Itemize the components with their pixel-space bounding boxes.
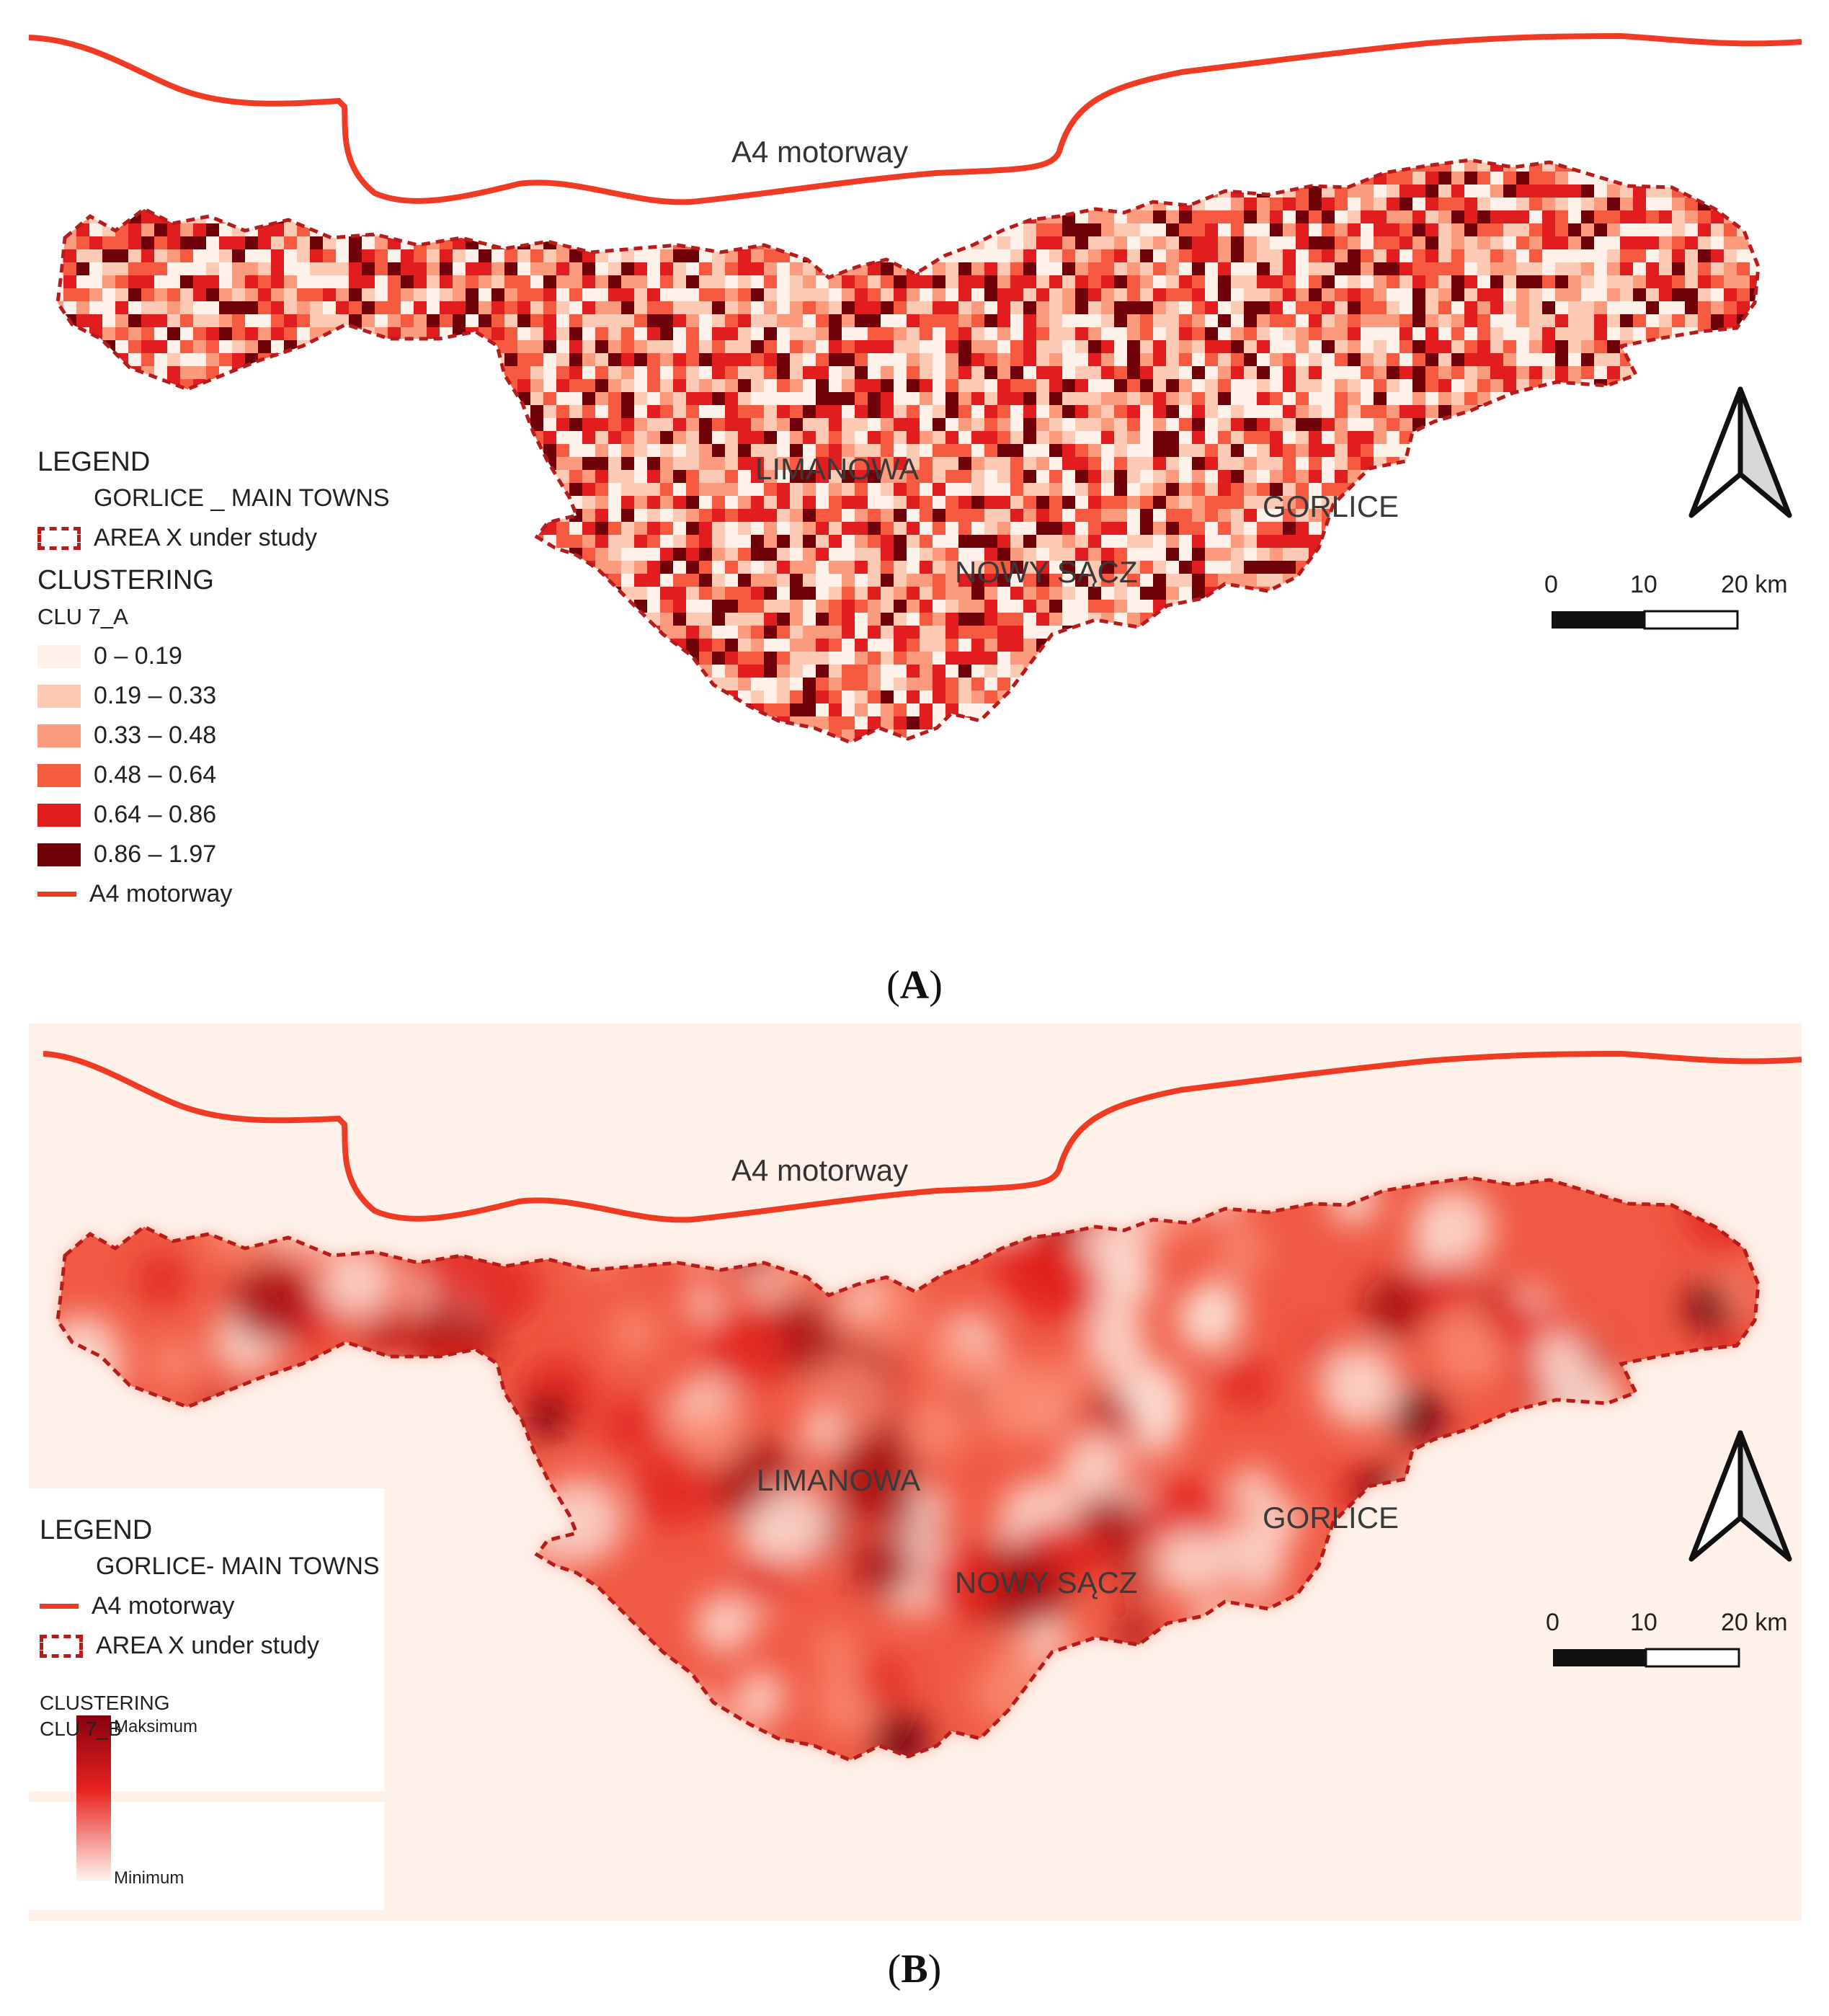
line-icon [37,892,76,897]
gradient-max-label: Maksimum [114,1717,198,1736]
scale-tick-20: 20 km [1721,1609,1788,1636]
north-arrow-icon [1688,386,1792,518]
town-label-limanowa: LIMANOWA [757,1463,920,1497]
legend-clustering-title: CLUSTERING [37,565,214,595]
caption-a: (A) [886,963,943,1008]
legend-layer-name: CLU 7_B [40,1718,122,1740]
motorway-label: A4 motorway [731,1153,908,1187]
legend-main-towns: GORLICE- MAIN TOWNS [96,1553,380,1580]
panel-a-map: A4 motorway LIMANOWA NOWY SĄCZ GORLICE 0… [0,0,1829,959]
scale-tick-20: 20 km [1721,571,1788,598]
legend-title: LEGEND [40,1515,153,1545]
scale-tick-10: 10 [1630,571,1657,598]
study-area-boundary [55,158,1761,745]
study-area-boundary [55,1176,1761,1762]
town-label-nowy-sacz: NOWY SĄCZ [955,1566,1138,1599]
legend-b: LEGEND GORLICE- MAIN TOWNS A4 motorway A… [40,1514,386,1742]
legend-motorway: A4 motorway [40,1586,386,1626]
line-icon [40,1604,79,1609]
legend-motorway: A4 motorway [37,874,470,914]
legend-a: LEGEND GORLICE _ MAIN TOWNS AREA X under… [37,445,470,914]
legend-class-3: 0.48 – 0.64 [37,755,470,795]
legend-main-towns: GORLICE _ MAIN TOWNS [94,484,390,512]
panel-b-svg: A4 motorway LIMANOWA NOWY SĄCZ GORLICE [27,1023,1802,1921]
legend-area: AREA X under study [40,1626,386,1666]
caption-b: (B) [887,1947,942,1991]
class-swatch [37,763,81,787]
legend-class-0: 0 – 0.19 [37,636,470,676]
class-swatch [37,684,81,708]
motorway-line [28,32,1802,205]
town-label-gorlice: GORLICE [1263,489,1399,523]
legend-area: AREA X under study [37,518,470,558]
legend-clustering-title: CLUSTERING [40,1692,170,1714]
class-swatch [37,644,81,668]
scale-tick-0: 0 [1544,571,1558,598]
legend-title: LEGEND [37,447,151,477]
class-swatch [37,724,81,747]
scale-tick-0: 0 [1546,1609,1559,1636]
legend-classes: 0 – 0.19 0.19 – 0.33 0.33 – 0.48 0.48 – 0.6… [37,636,470,874]
dashed-box-icon [37,526,81,550]
legend-class-4: 0.64 – 0.86 [37,795,470,835]
panel-a-svg: A4 motorway LIMANOWA NOWY SĄCZ GORLICE [28,32,1802,745]
town-label-nowy-sacz: NOWY SĄCZ [955,555,1138,589]
panel-b-map: A4 motorway LIMANOWA NOWY SĄCZ GORLICE 0… [0,1023,1829,1921]
legend-class-2: 0.33 – 0.48 [37,716,470,755]
scale-tick-10: 10 [1630,1609,1657,1636]
motorway-line [43,1050,1802,1223]
legend-layer-name: CLU 7_A [37,603,128,629]
legend-class-5: 0.86 – 1.97 [37,835,470,874]
scale-bar [1553,1648,1740,1668]
class-swatch [37,803,81,827]
class-swatch [37,843,81,866]
north-arrow-icon [1688,1430,1792,1562]
gradient-ramp [76,1715,111,1881]
gradient-min-label: Minimum [114,1868,184,1888]
town-label-gorlice: GORLICE [1263,1501,1399,1535]
legend-class-1: 0.19 – 0.33 [37,676,470,716]
town-label-limanowa: LIMANOWA [755,452,919,486]
dashed-box-icon [40,1634,83,1658]
motorway-label: A4 motorway [731,135,908,169]
scale-bar [1552,610,1739,630]
